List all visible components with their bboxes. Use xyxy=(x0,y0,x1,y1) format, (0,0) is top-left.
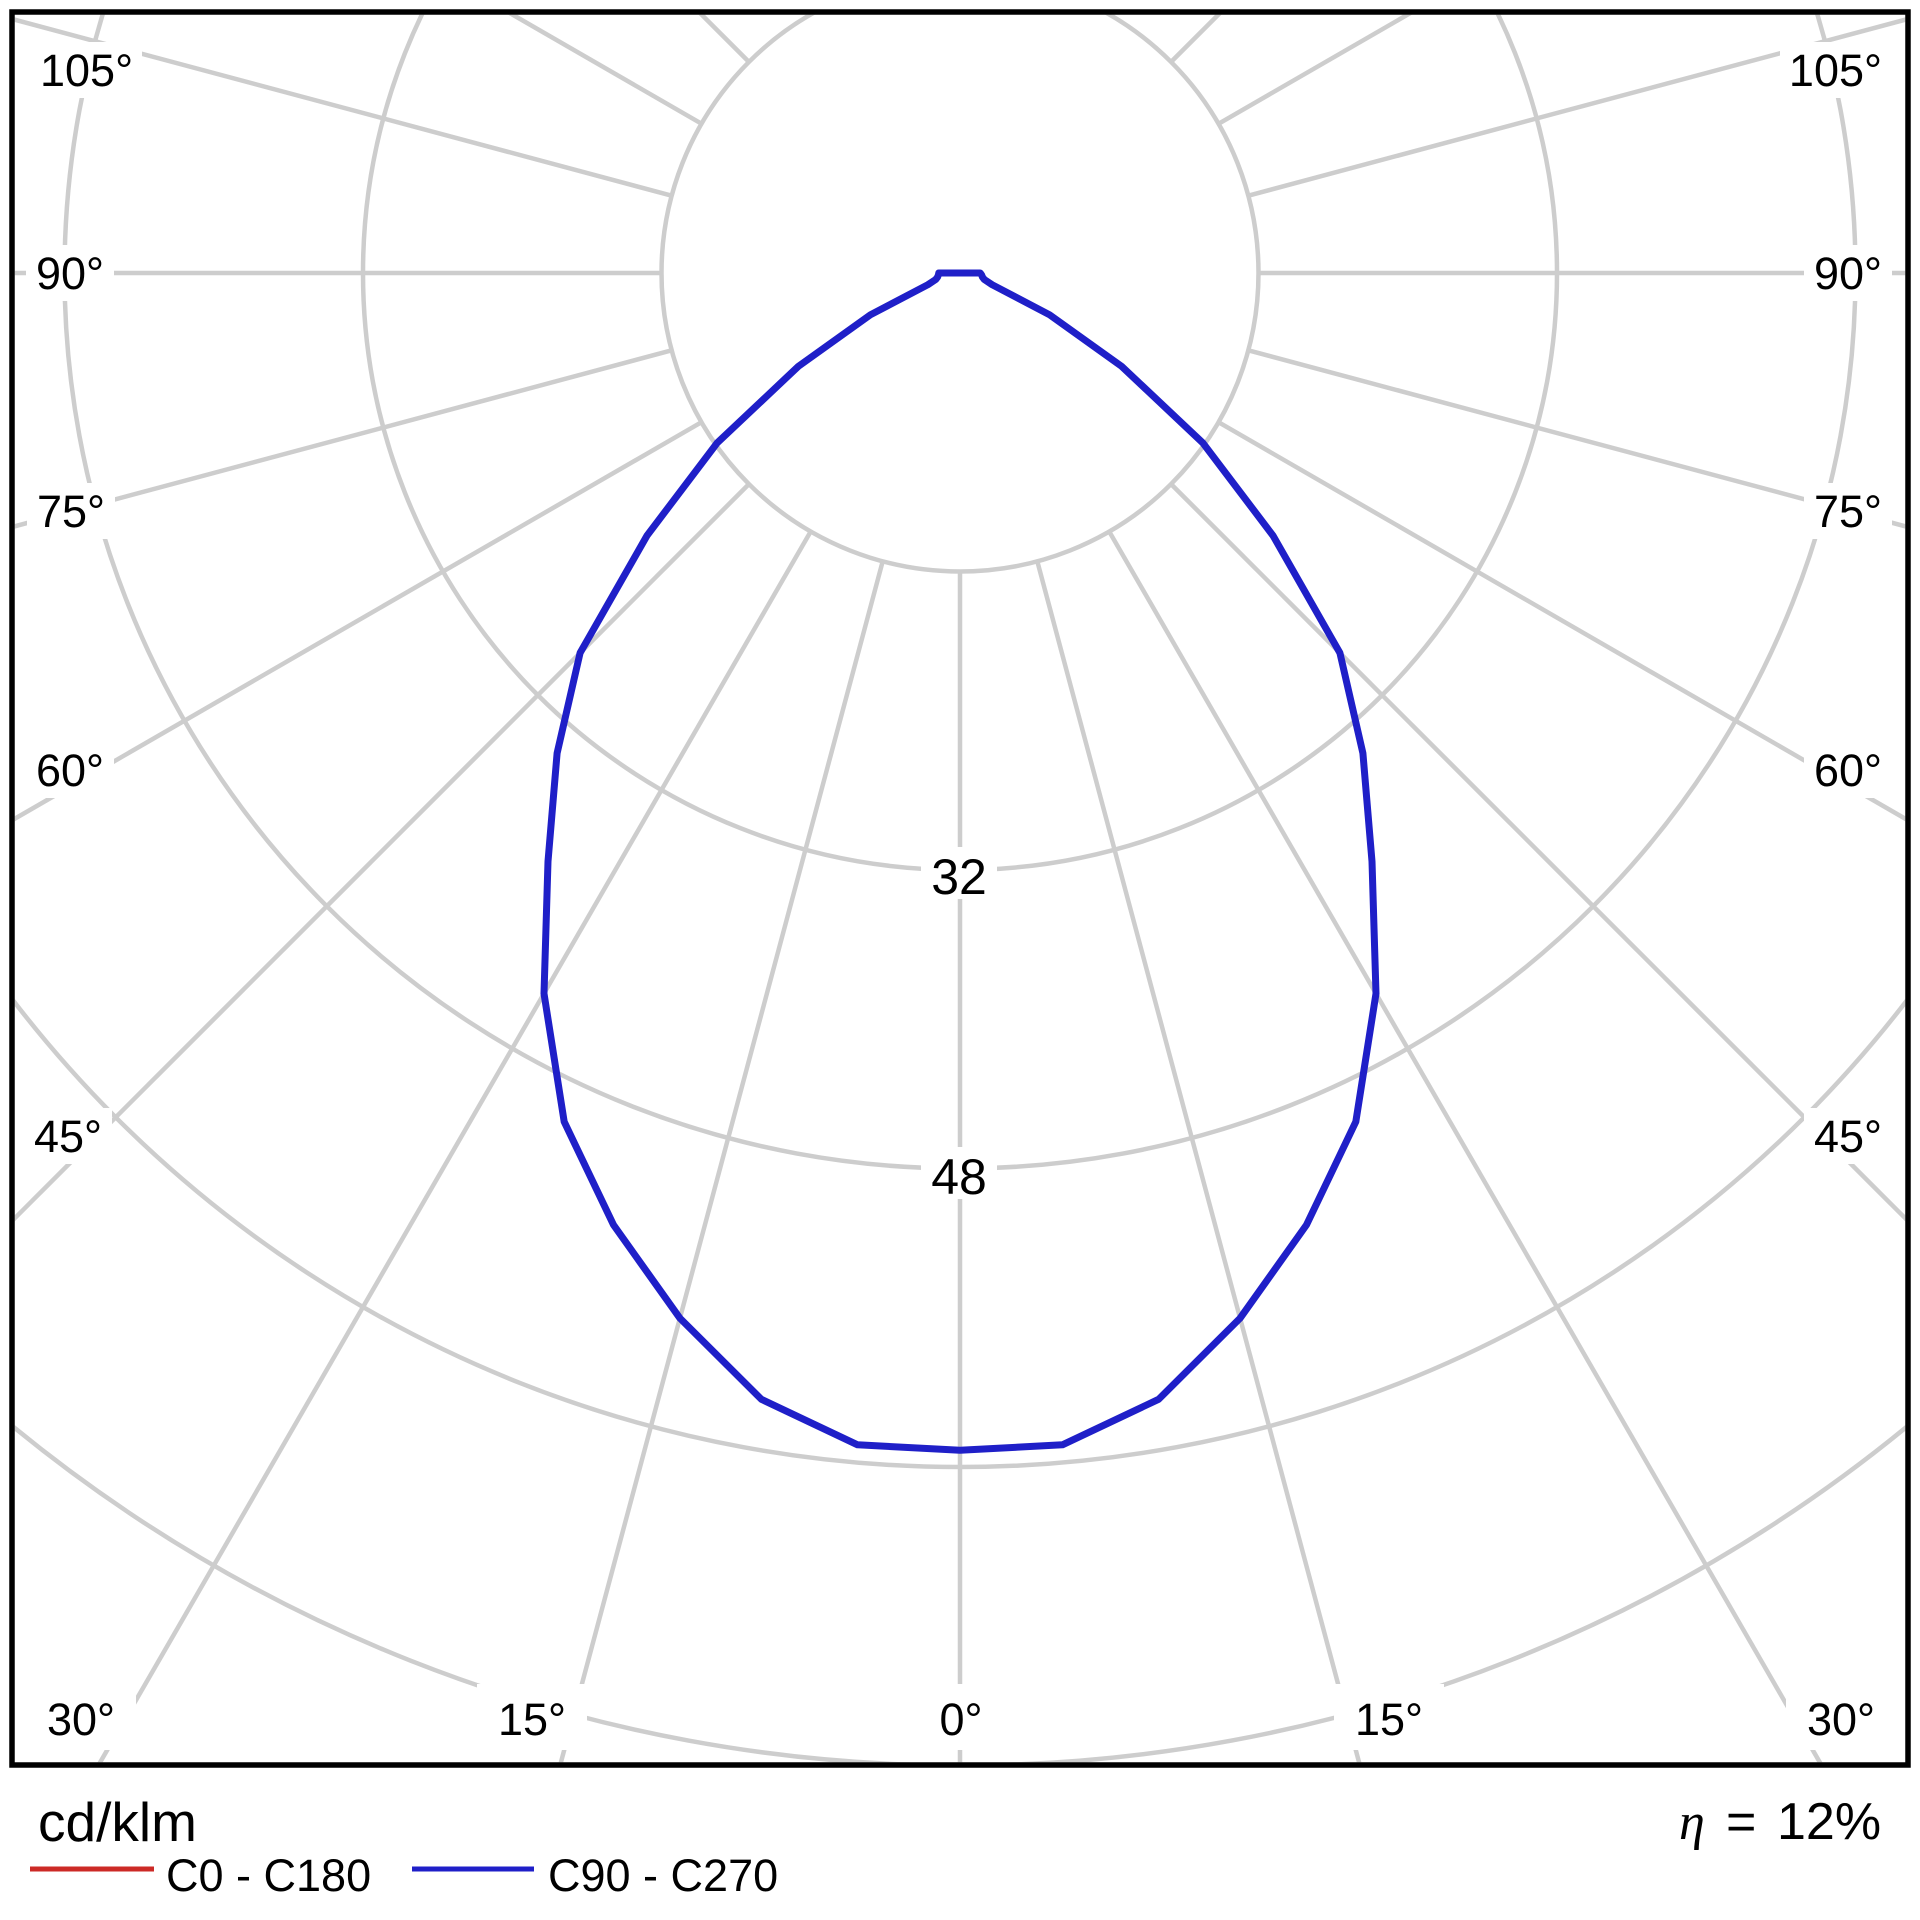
svg-text:cd/klm: cd/klm xyxy=(38,1791,197,1853)
svg-text:15°: 15° xyxy=(498,1694,566,1745)
svg-text:45°: 45° xyxy=(34,1111,102,1162)
svg-text:90°: 90° xyxy=(1814,248,1882,299)
svg-text:30°: 30° xyxy=(1807,1694,1875,1745)
svg-text:48: 48 xyxy=(931,1149,987,1205)
svg-text:15°: 15° xyxy=(1355,1694,1423,1745)
svg-text:105°: 105° xyxy=(1789,45,1882,96)
svg-text:30°: 30° xyxy=(47,1694,115,1745)
svg-text:75°: 75° xyxy=(1814,486,1882,537)
svg-text:32: 32 xyxy=(931,849,987,905)
svg-text:105°: 105° xyxy=(40,45,133,96)
svg-text:C90 - C270: C90 - C270 xyxy=(548,1850,778,1901)
svg-text:45°: 45° xyxy=(1814,1111,1882,1162)
svg-text:75°: 75° xyxy=(37,486,105,537)
svg-text:C0 - C180: C0 - C180 xyxy=(166,1850,371,1901)
svg-text:0°: 0° xyxy=(939,1694,982,1745)
svg-text:60°: 60° xyxy=(36,745,104,796)
svg-text:η=12%: η = 12% xyxy=(1679,1793,1881,1851)
svg-text:60°: 60° xyxy=(1814,745,1882,796)
svg-text:90°: 90° xyxy=(36,248,104,299)
